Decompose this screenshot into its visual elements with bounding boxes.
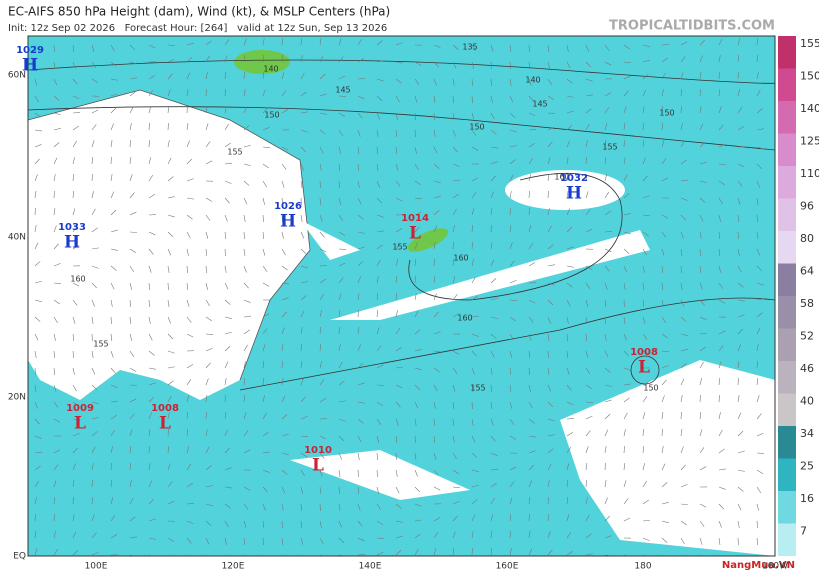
colorbar-label: 16 [800,492,814,505]
colorbar-segment [778,199,796,232]
center-symbol: L [74,414,86,434]
center-pressure: 1029 [16,45,44,56]
center-pressure: 1033 [58,222,86,233]
colorbar-segment [778,329,796,362]
colorbar-segment [778,394,796,427]
contour-label: 150 [469,123,484,132]
contour-label: 160 [453,254,468,263]
contour-label: 150 [643,384,658,393]
contour-label: 160 [70,275,85,284]
colorbar: 155 150 140 125 110 96 80 64 58 52 46 40 34 25 16 7 [778,36,819,556]
colorbar-segment [778,36,796,69]
center-symbol: L [409,224,421,244]
center-pressure: 1032 [560,173,588,184]
contour-label: 155 [227,148,242,157]
contour-label: 150 [264,111,279,120]
lon-label: 180 [634,562,651,572]
colorbar-label: 150 [800,70,819,83]
colorbar-label: 110 [800,167,819,180]
lon-label: 100E [85,562,108,572]
center-pressure: 1009 [66,403,94,414]
colorbar-label: 96 [800,200,814,213]
center-pressure: 1008 [151,403,179,414]
colorbar-segment [778,524,796,557]
center-symbol: H [22,56,38,76]
colorbar-segment [778,231,796,264]
colorbar-segment [778,361,796,394]
lon-label: 160W [762,562,788,572]
lat-label: 40N [8,233,26,243]
contour-label: 140 [263,65,278,74]
contour-label: 150 [659,109,674,118]
center-symbol: H [566,184,582,204]
contour-label: 155 [470,384,485,393]
colorbar-label: 64 [800,265,814,278]
lon-label: 120E [222,562,245,572]
colorbar-segment [778,166,796,199]
colorbar-label: 58 [800,297,814,310]
contour-label: 155 [392,243,407,252]
subtitle: Init: 12z Sep 02 2026 Forecast Hour: [26… [8,23,387,34]
colorbar-label: 40 [800,395,814,408]
center-pressure: 1008 [630,347,658,358]
colorbar-label: 46 [800,362,814,375]
colorbar-segment [778,264,796,297]
center-pressure: 1026 [274,201,302,212]
colorbar-segment [778,69,796,102]
colorbar-segment [778,459,796,492]
contour-label: 160 [457,314,472,323]
site-credit: TROPICALTIDBITS.COM [609,19,775,34]
lat-label: EQ [13,552,26,562]
center-symbol: H [64,233,80,253]
colorbar-label: 34 [800,427,814,440]
contour-label: 145 [532,100,547,109]
contour-label: 140 [525,76,540,85]
center-symbol: L [159,414,171,434]
colorbar-label: 52 [800,330,814,343]
colorbar-segment [778,101,796,134]
colorbar-label: 155 [800,37,819,50]
colorbar-segment [778,134,796,167]
colorbar-label: 140 [800,102,819,115]
colorbar-segment [778,426,796,459]
lat-label: 20N [8,393,26,403]
strong-wind [234,50,290,74]
colorbar-segment [778,296,796,329]
colorbar-label: 7 [800,525,807,538]
lon-label: 140E [359,562,382,572]
center-pressure: 1010 [304,445,332,456]
contour-label: 135 [462,43,477,52]
title: EC-AIFS 850 hPa Height (dam), Wind (kt),… [8,5,390,19]
contour-label: 145 [335,86,350,95]
center-pressure: 1014 [401,213,429,224]
colorbar-label: 25 [800,460,814,473]
center-symbol: L [312,456,324,476]
colorbar-segment [778,491,796,524]
center-symbol: H [280,212,296,232]
colorbar-label: 125 [800,135,819,148]
lon-label: 160E [496,562,519,572]
contour-label: 155 [93,340,108,349]
colorbar-label: 80 [800,232,814,245]
contour-label: 155 [602,143,617,152]
center-symbol: L [638,358,650,378]
